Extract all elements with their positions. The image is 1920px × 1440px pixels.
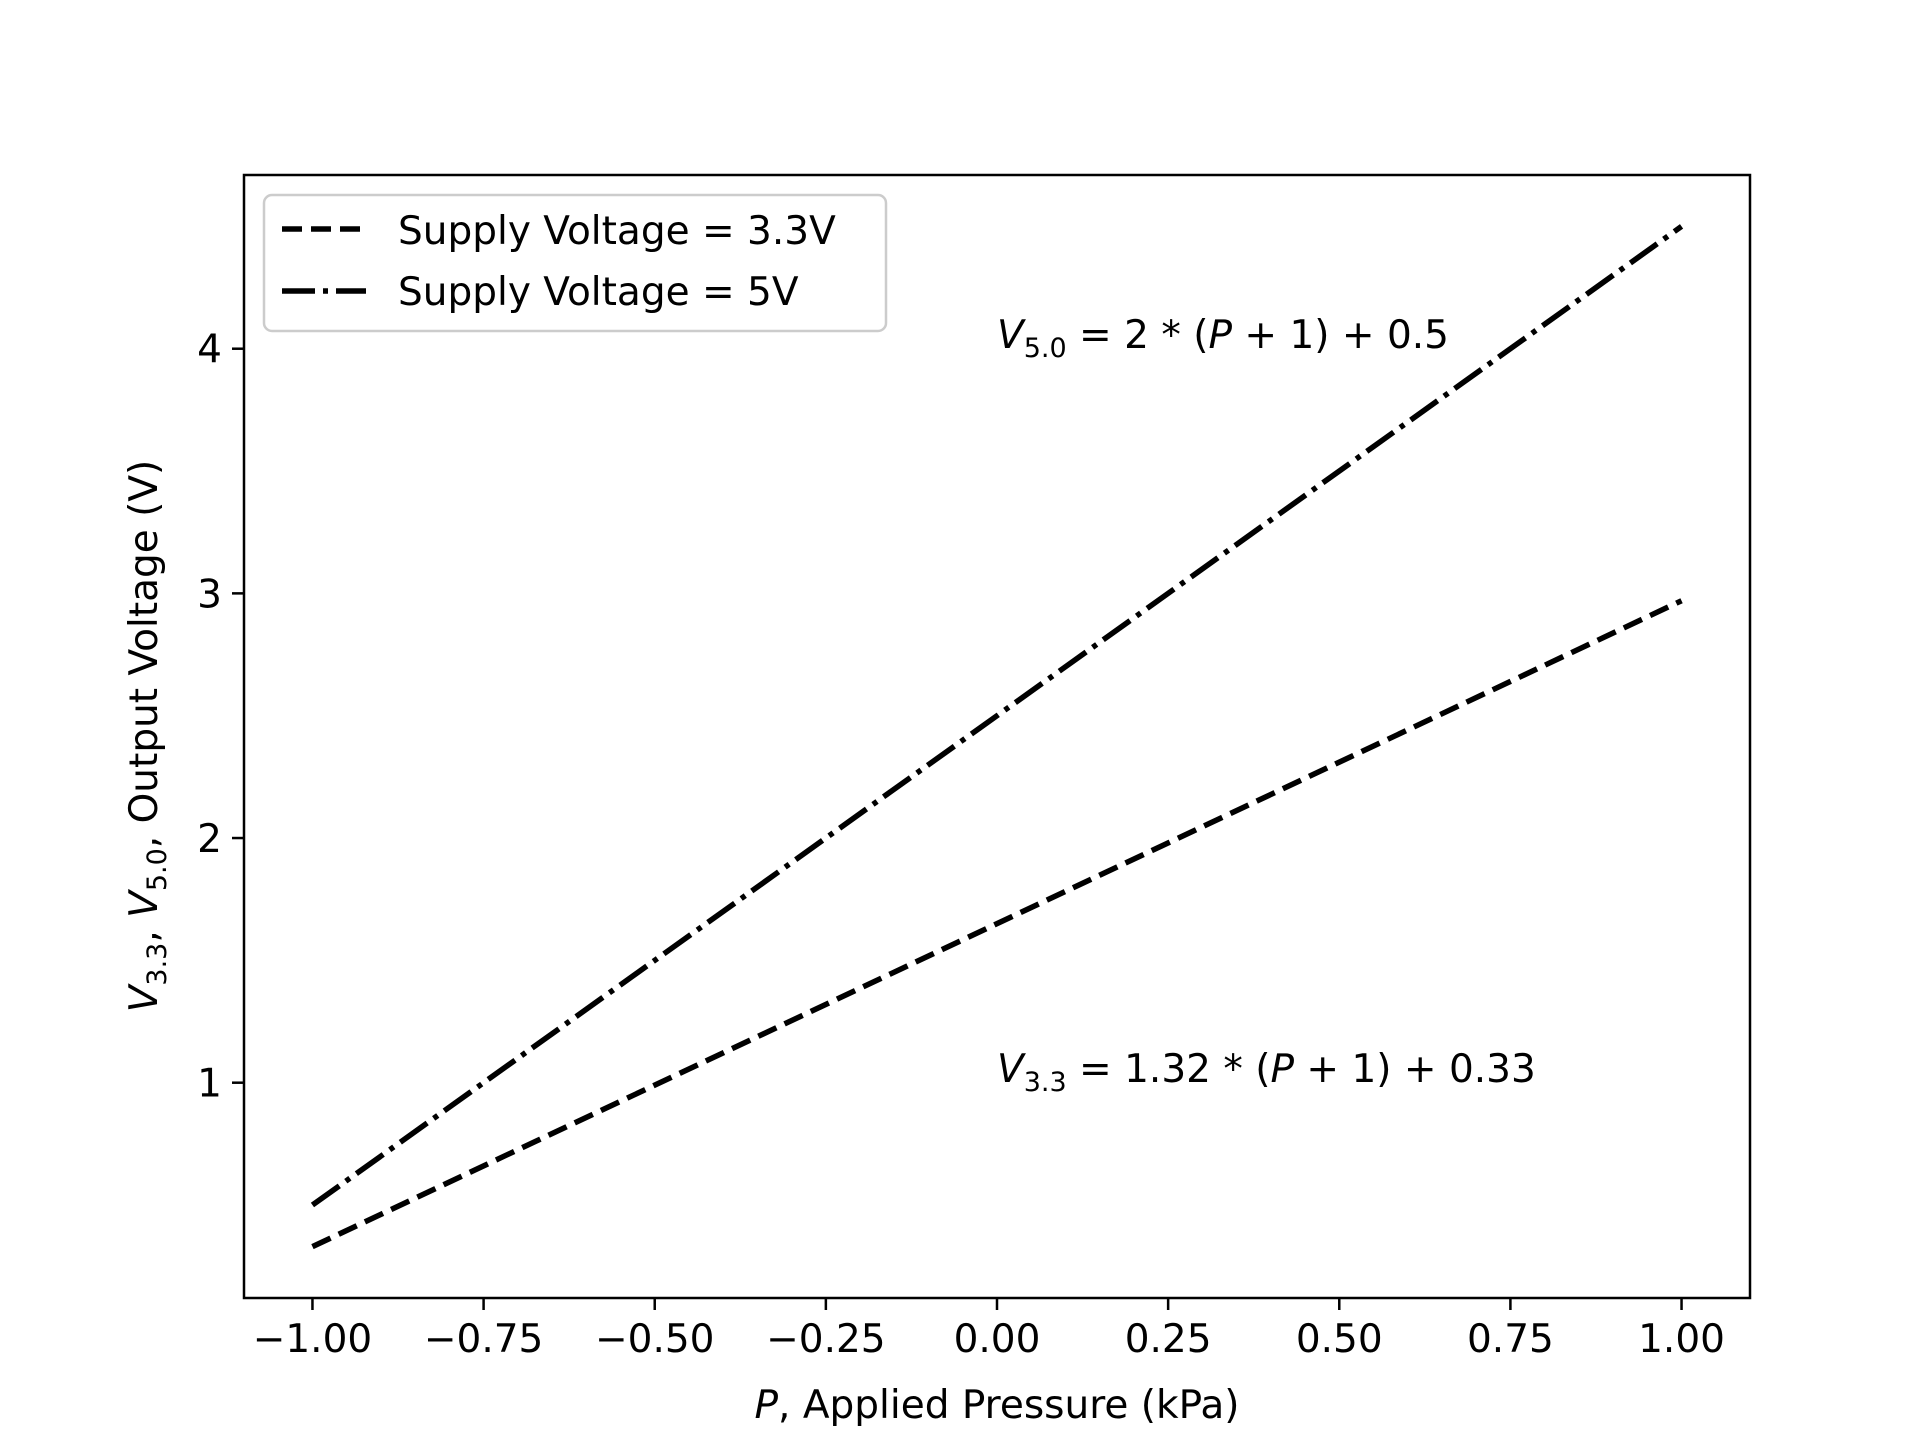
x-tick-label: 0.75 bbox=[1467, 1317, 1554, 1362]
x-tick-label: 0.50 bbox=[1296, 1317, 1383, 1362]
series-line-2 bbox=[310, 224, 1684, 1208]
equation-annotation-1: V5.0 = 2 * (P + 1) + 0.5 bbox=[997, 313, 1449, 364]
x-tick-label: −0.25 bbox=[766, 1317, 886, 1362]
y-label-sep: , bbox=[122, 918, 167, 943]
y-label-v1-sub: 3.3 bbox=[142, 943, 173, 986]
x-axis-label-rest: , Applied Pressure (kPa) bbox=[778, 1383, 1239, 1428]
equation-annotations: V5.0 = 2 * (P + 1) + 0.5V3.3 = 1.32 * (P… bbox=[997, 313, 1536, 1098]
y-label-rest: , Output Voltage (V) bbox=[122, 460, 167, 848]
x-tick-label: −0.75 bbox=[424, 1317, 544, 1362]
y-tick-label: 3 bbox=[197, 572, 222, 617]
y-tick-label: 1 bbox=[197, 1062, 222, 1107]
series-line-1 bbox=[311, 598, 1683, 1250]
y-label-v2: V bbox=[122, 889, 167, 918]
x-axis-label-var: P bbox=[755, 1383, 779, 1428]
annotation-part: + 1) + 0.33 bbox=[1294, 1047, 1536, 1092]
x-axis-ticks: −1.00 −0.75 −0.50 −0.25 0.00 0.25 0.50 0.75 1.00 bbox=[253, 1298, 1725, 1362]
annotation-part: P bbox=[1270, 1047, 1294, 1092]
x-tick-label: −0.50 bbox=[595, 1317, 715, 1362]
equation-annotation-2: V3.3 = 1.32 * (P + 1) + 0.33 bbox=[997, 1047, 1536, 1098]
legend-label-series-1: Supply Voltage = 3.3V bbox=[398, 209, 836, 254]
x-tick-label: 1.00 bbox=[1638, 1317, 1725, 1362]
y-tick-label: 2 bbox=[197, 817, 222, 862]
y-label-v1: V bbox=[122, 983, 167, 1012]
annotation-part: = 1.32 * ( bbox=[1067, 1047, 1271, 1092]
y-label-v2-sub: 5.0 bbox=[142, 848, 173, 891]
annotation-part: P bbox=[1208, 313, 1232, 358]
annotation-part: = 2 * ( bbox=[1067, 313, 1209, 358]
annotation-part: 3.3 bbox=[1024, 1067, 1067, 1098]
annotation-part: 5.0 bbox=[1024, 333, 1067, 364]
series-lines bbox=[310, 224, 1684, 1250]
legend: Supply Voltage = 3.3V Supply Voltage = 5… bbox=[262, 193, 888, 333]
x-tick-label: 0.00 bbox=[954, 1317, 1041, 1362]
x-tick-label: 0.25 bbox=[1125, 1317, 1212, 1362]
y-tick-label: 4 bbox=[197, 328, 222, 373]
annotation-part: + 1) + 0.5 bbox=[1232, 313, 1449, 358]
annotation-part: V bbox=[997, 1047, 1026, 1092]
y-axis-ticks: 1 2 3 4 bbox=[197, 328, 244, 1107]
legend-label-series-2: Supply Voltage = 5V bbox=[398, 270, 799, 315]
x-axis-label: P, Applied Pressure (kPa) bbox=[755, 1383, 1240, 1428]
y-axis-label: V3.3, V5.0, Output Voltage (V) bbox=[122, 460, 173, 1013]
annotation-part: V bbox=[997, 313, 1026, 358]
x-tick-label: −1.00 bbox=[253, 1317, 373, 1362]
legend-box bbox=[262, 193, 888, 333]
